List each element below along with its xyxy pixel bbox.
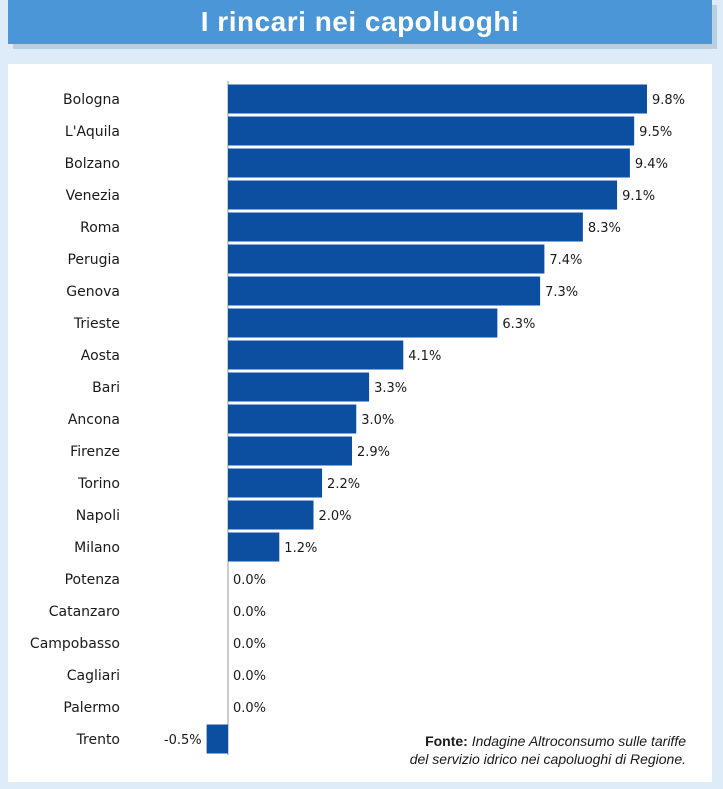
value-label: 0.0% [233, 605, 266, 620]
category-label: Milano [74, 540, 120, 556]
category-label: Potenza [65, 572, 120, 588]
value-label: 8.3% [588, 221, 621, 236]
category-label: Cagliari [67, 668, 120, 684]
value-label: 3.0% [361, 413, 394, 428]
category-label: Genova [66, 284, 120, 300]
bar [228, 436, 352, 466]
bar [228, 276, 541, 306]
value-label: 0.0% [233, 573, 266, 588]
value-label: 1.2% [284, 541, 317, 556]
category-label: Bari [92, 380, 120, 396]
bar [228, 84, 647, 114]
bar [228, 340, 404, 370]
bar [228, 212, 583, 242]
value-label: 9.8% [652, 93, 685, 108]
category-label: Torino [77, 476, 120, 492]
category-label: Bologna [63, 92, 120, 108]
chart-panel: Bologna 9.8% L'Aquila 9.5% Bolzano 9.4% Venezi… [8, 64, 712, 782]
category-label: Trieste [73, 316, 120, 332]
value-label: 2.9% [357, 445, 390, 460]
bar [228, 116, 635, 146]
bar [228, 148, 630, 178]
value-label: 6.3% [502, 317, 535, 332]
bar [228, 308, 498, 338]
category-label: Aosta [81, 348, 120, 364]
value-label: -0.5% [164, 733, 202, 748]
value-label: 9.1% [622, 189, 655, 204]
source-text-line1: Indagine Altroconsumo sulle tariffe [471, 733, 686, 749]
value-label: 0.0% [233, 701, 266, 716]
source-note: Fonte: Indagine Altroconsumo sulle tarif… [410, 732, 686, 768]
value-label: 9.4% [635, 157, 668, 172]
source-label: Fonte: [425, 733, 468, 749]
category-label: Venezia [66, 188, 120, 204]
chart-title: I rincari nei capoluoghi [200, 6, 520, 37]
bar [206, 724, 228, 754]
bar [228, 372, 370, 402]
category-label: Catanzaro [49, 604, 120, 620]
value-label: 3.3% [374, 381, 407, 396]
value-label: 0.0% [233, 637, 266, 652]
value-label: 0.0% [233, 669, 266, 684]
category-label: Trento [76, 732, 120, 748]
bar-chart: Bologna 9.8% L'Aquila 9.5% Bolzano 9.4% Venezi… [30, 81, 685, 755]
category-label: Napoli [76, 508, 120, 524]
value-label: 7.4% [549, 253, 582, 268]
category-label: Campobasso [30, 636, 120, 652]
category-label: Bolzano [65, 156, 120, 172]
source-text-line2: del servizio idrico nei capoluoghi di Re… [409, 751, 686, 767]
value-label: 7.3% [545, 285, 578, 300]
bar [228, 244, 545, 274]
value-label: 9.5% [639, 125, 672, 140]
title-bar: I rincari nei capoluoghi [8, 0, 712, 44]
value-label: 2.0% [319, 509, 352, 524]
bar [228, 532, 280, 562]
category-label: Firenze [70, 444, 120, 460]
category-label: Ancona [68, 412, 120, 428]
value-label: 4.1% [408, 349, 441, 364]
category-label: Roma [80, 220, 120, 236]
category-label: Perugia [67, 252, 120, 268]
bar [228, 404, 357, 434]
bar [228, 468, 323, 498]
bar [228, 180, 618, 210]
bar [228, 500, 314, 530]
category-label: Palermo [63, 700, 120, 716]
category-label: L'Aquila [65, 124, 120, 140]
value-label: 2.2% [327, 477, 360, 492]
